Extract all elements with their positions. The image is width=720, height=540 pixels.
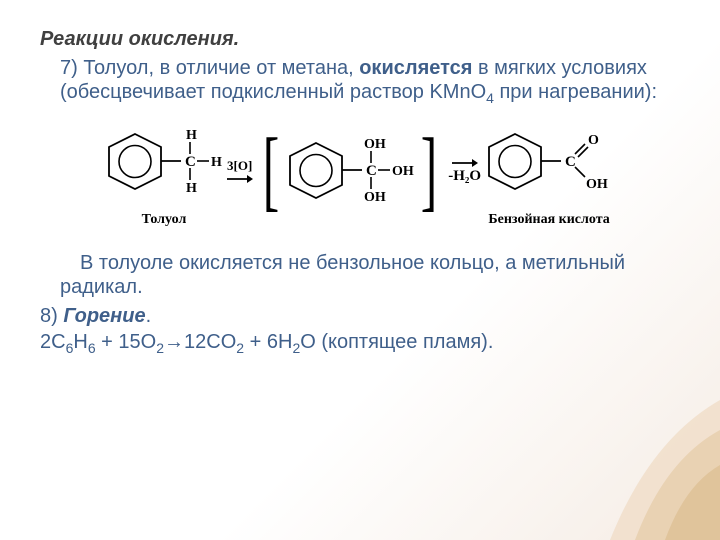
eq-sub: 2	[156, 340, 164, 356]
content-area: Реакции окисления. 7) Толуол, в отличие …	[40, 28, 680, 357]
eq-part: + 15O	[96, 331, 157, 353]
p7-bold: окисляется	[359, 57, 472, 79]
paragraph-explanation: В толуоле окисляется не бензольное кольц…	[60, 252, 680, 299]
p7-text-post-b: при нагревании):	[494, 81, 657, 103]
oxidizer-arrow: 3[O]	[225, 158, 254, 184]
svg-text:OH: OH	[392, 164, 414, 179]
dehydration-arrow: -H₂O	[446, 158, 483, 185]
p7-text-pre: 7) Толуол, в отличие от метана,	[60, 57, 359, 79]
svg-text:C: C	[185, 154, 196, 170]
intermediate-bracket: [ C OH OH OH ]	[256, 123, 444, 219]
svg-text:H: H	[186, 128, 197, 143]
item8-word: Горение	[63, 305, 145, 327]
eq-part: O (коптящее пламя).	[300, 331, 493, 353]
svg-text:OH: OH	[364, 190, 386, 205]
section-heading: Реакции окисления.	[40, 28, 680, 51]
corner-decoration	[510, 370, 720, 540]
item8-dot: .	[146, 305, 152, 327]
svg-text:C: C	[565, 154, 576, 170]
oxidizer-text: 3[O]	[227, 158, 252, 174]
molecule-benzoic-acid: C O OH Бензойная кислота	[485, 114, 613, 228]
eq-part: Н	[73, 331, 87, 353]
toluene-label: Толуол	[142, 212, 187, 228]
eq-sub: 6	[88, 340, 96, 356]
benzoic-acid-structure: C O OH	[485, 114, 613, 210]
item8-num: 8)	[40, 305, 63, 327]
p7-sub: 4	[486, 90, 494, 106]
left-bracket: [	[263, 126, 279, 216]
molecule-toluene: C H H H Толуол	[105, 114, 223, 228]
minus-water-text: -H₂O	[448, 168, 481, 185]
toluene-structure: C H H H	[105, 114, 223, 210]
item-8: 8) Горение.	[40, 303, 680, 329]
eq-part: 2С	[40, 331, 66, 353]
arrow-icon	[227, 174, 253, 184]
benzoic-acid-label: Бензойная кислота	[488, 212, 609, 228]
eq-sub: 2	[236, 340, 244, 356]
arrow-icon	[452, 158, 478, 168]
eq-part: + 6H	[244, 331, 292, 353]
combustion-equation: 2С6Н6 + 15O2→12CO2 + 6H2O (коптящее плам…	[40, 329, 680, 357]
slide: Реакции окисления. 7) Толуол, в отличие …	[0, 0, 720, 540]
intermediate-structure: C OH OH OH	[286, 123, 414, 219]
eq-part: →12CO	[164, 331, 236, 353]
paragraph-7: 7) Толуол, в отличие от метана, окисляет…	[60, 57, 680, 106]
right-bracket: ]	[421, 126, 437, 216]
svg-text:OH: OH	[364, 137, 386, 152]
reaction-scheme: C H H H Толуол 3[O] [	[105, 114, 680, 228]
svg-text:H: H	[211, 155, 222, 170]
svg-text:H: H	[186, 181, 197, 196]
svg-text:C: C	[366, 163, 377, 179]
svg-text:O: O	[588, 133, 599, 148]
svg-text:OH: OH	[586, 177, 608, 192]
